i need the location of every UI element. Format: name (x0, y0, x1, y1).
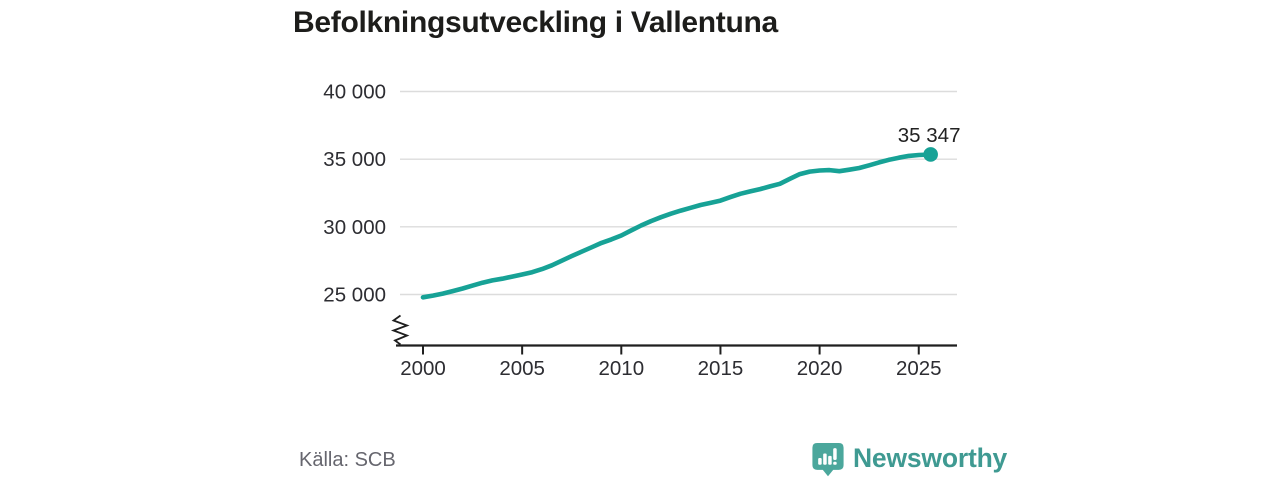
source-note: Källa: SCB (299, 449, 396, 471)
x-tick-label: 2010 (598, 357, 644, 380)
chart-title: Befolkningsutveckling i Vallentuna (293, 6, 778, 39)
axis-break-squiggle (390, 314, 410, 346)
x-tick-label: 2020 (797, 357, 843, 380)
x-tick-label: 2005 (499, 357, 545, 380)
y-tick-label: 40 000 (323, 81, 386, 104)
y-tick-label: 25 000 (323, 284, 386, 307)
population-line (420, 152, 933, 300)
endpoint-value-label: 35 347 (898, 124, 961, 147)
y-tick-label: 35 000 (323, 148, 386, 171)
endpoint-dot (923, 147, 938, 162)
newsworthy-bubble-barchart-icon (812, 442, 844, 477)
newsworthy-wordmark: Newsworthy (853, 443, 1008, 473)
newsworthy-logo: Newsworthy (811, 441, 1007, 478)
x-tick-label: 2000 (400, 357, 446, 380)
x-tick-label: 2015 (698, 357, 744, 380)
x-tick-label: 2025 (896, 357, 942, 380)
y-tick-label: 30 000 (323, 216, 386, 239)
